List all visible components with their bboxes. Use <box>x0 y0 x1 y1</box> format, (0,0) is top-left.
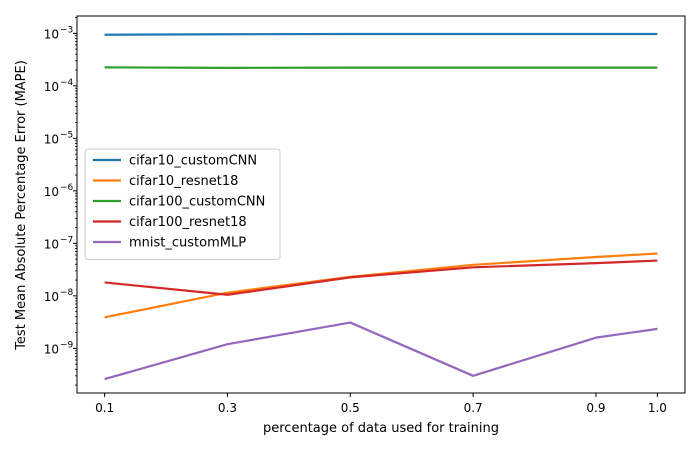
series-line-cifar100_resnet18 <box>104 259 658 296</box>
y-tick-exponent: −7 <box>60 235 73 245</box>
legend-box <box>84 148 281 260</box>
y-tick-label: 10 <box>44 80 59 94</box>
y-axis-label: Test Mean Absolute Percentage Error (MAP… <box>14 60 29 351</box>
legend-label-cifar100_resnet18: cifar100_resnet18 <box>129 215 247 230</box>
y-tick-exponent: −8 <box>60 288 74 298</box>
x-tick-label: 1.0 <box>648 401 667 415</box>
legend: cifar10_customCNN cifar10_resnet18 cifar10… <box>84 148 281 260</box>
x-axis: 0.1 0.3 0.5 0.7 0.9 1.0 <box>95 393 667 415</box>
x-axis-label: percentage of data used for training <box>263 421 499 436</box>
series-layer <box>104 32 658 381</box>
x-tick-label: 0.7 <box>464 401 483 415</box>
x-tick-label: 0.5 <box>341 401 360 415</box>
x-tick-label: 0.1 <box>95 401 114 415</box>
y-tick-exponent: −6 <box>60 183 74 193</box>
legend-label-cifar10_customCNN: cifar10_customCNN <box>129 154 257 169</box>
x-tick-label: 0.3 <box>218 401 237 415</box>
y-tick-label: 10 <box>44 237 59 251</box>
y-tick-exponent: −9 <box>60 340 74 350</box>
y-tick-label: 10 <box>44 132 59 146</box>
series-line-cifar100_customCNN <box>104 66 658 69</box>
series-line-mnist_customMLP <box>104 321 658 381</box>
y-tick-label: 10 <box>44 185 59 199</box>
y-tick-exponent: −4 <box>60 78 74 88</box>
series-line-cifar10_customCNN <box>104 32 658 36</box>
legend-label-cifar100_customCNN: cifar100_customCNN <box>129 195 265 210</box>
y-tick-label: 10 <box>44 342 59 356</box>
x-tick-label: 0.9 <box>586 401 605 415</box>
y-tick-label: 10 <box>44 27 59 41</box>
series-line-cifar10_resnet18 <box>104 252 658 319</box>
legend-label-mnist_customMLP: mnist_customMLP <box>129 236 246 251</box>
y-tick-exponent: −5 <box>60 130 73 140</box>
y-tick-exponent: −3 <box>60 25 73 35</box>
y-tick-label: 10 <box>44 290 59 304</box>
legend-label-cifar10_resnet18: cifar10_resnet18 <box>129 174 238 189</box>
y-axis: 10−310−410−510−610−710−810−9 <box>44 17 77 386</box>
